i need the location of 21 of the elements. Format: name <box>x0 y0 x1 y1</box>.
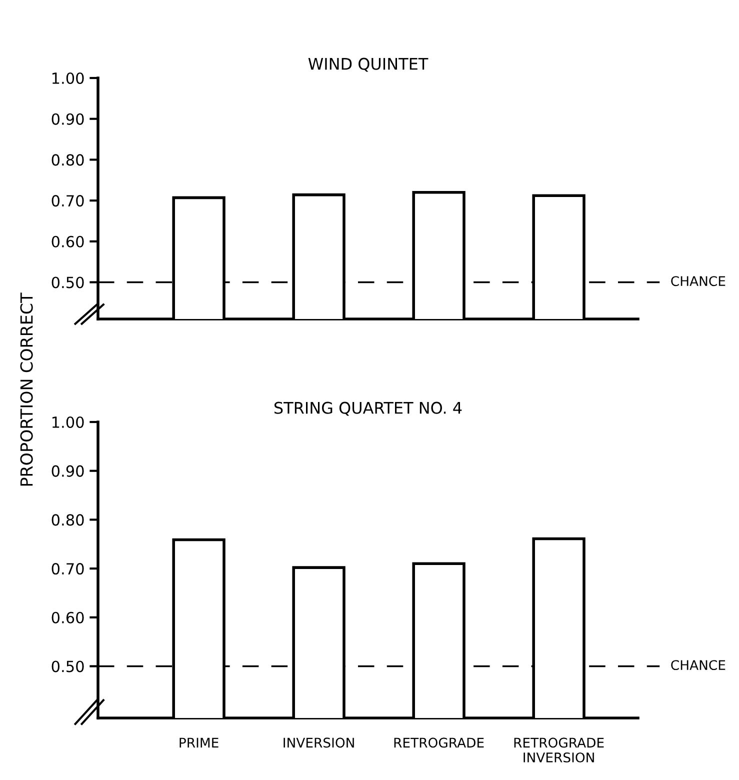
y-tick-label: 0.70 <box>52 195 84 207</box>
y-tick-label: 1.00 <box>52 416 84 428</box>
y-tick-label: 0.60 <box>52 612 84 624</box>
chart-title: WIND QUINTET <box>308 58 428 72</box>
y-tick-label: 0.60 <box>52 236 84 248</box>
ref-line-label: CHANCE <box>671 660 726 670</box>
y-tick-label: 0.50 <box>52 276 84 288</box>
y-tick-label: 0.80 <box>52 514 84 526</box>
y-axis-title: PROPORTION CORRECT <box>20 292 33 486</box>
y-tick-label: 0.90 <box>52 113 84 125</box>
y-tick-label: 0.50 <box>52 660 84 672</box>
y-tick-label: 0.70 <box>52 563 84 575</box>
y-tick-label: 0.90 <box>52 465 84 477</box>
chart-title: STRING QUARTET NO. 4 <box>274 402 462 416</box>
ref-line-label: CHANCE <box>671 276 726 286</box>
y-tick-label: 1.00 <box>52 72 84 84</box>
x-tick-label: PRIME <box>180 738 218 748</box>
y-tick-label: 0.80 <box>52 154 84 166</box>
x-tick-label: INVERSION <box>284 738 354 748</box>
x-tick-label: RETROGRADE INVERSION <box>514 738 604 762</box>
x-tick-label: RETROGRADE <box>394 738 484 748</box>
